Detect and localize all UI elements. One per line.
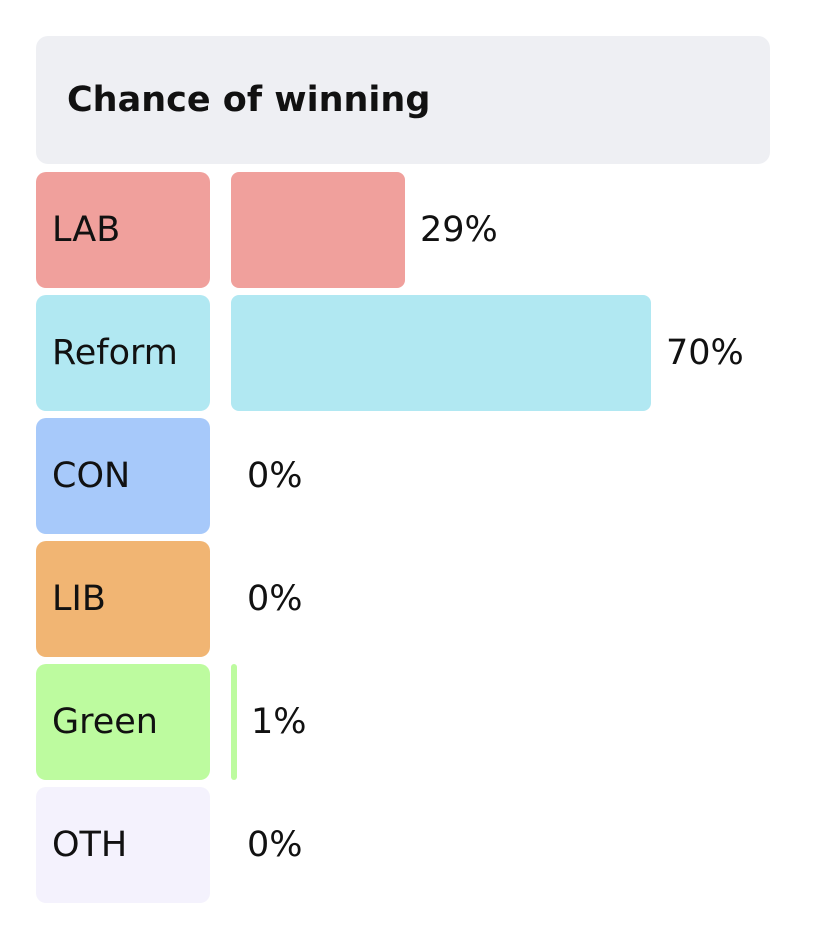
category-label-box: Green	[36, 664, 210, 780]
value-label: 0%	[247, 825, 303, 865]
category-label-box: CON	[36, 418, 210, 534]
bar-row: LIB 0%	[0, 541, 816, 657]
value-label: 0%	[247, 456, 303, 496]
bar	[231, 172, 405, 288]
bar	[231, 664, 237, 780]
category-label: CON	[52, 456, 131, 496]
bar-row: CON 0%	[0, 418, 816, 534]
category-label-box: Reform	[36, 295, 210, 411]
category-label: LAB	[52, 210, 121, 250]
bar	[231, 295, 651, 411]
bar-row: Reform 70%	[0, 295, 816, 411]
category-label: LIB	[52, 579, 106, 619]
value-label: 0%	[247, 579, 303, 619]
category-label: OTH	[52, 825, 128, 865]
category-label: Reform	[52, 333, 178, 373]
category-label: Green	[52, 702, 158, 742]
chart-title: Chance of winning	[67, 80, 431, 120]
value-label: 1%	[251, 702, 307, 742]
value-label: 70%	[666, 333, 744, 373]
bar-row: Green 1%	[0, 664, 816, 780]
category-label-box: LAB	[36, 172, 210, 288]
chart-header: Chance of winning	[36, 36, 770, 164]
bar-row: OTH 0%	[0, 787, 816, 903]
value-label: 29%	[420, 210, 498, 250]
category-label-box: LIB	[36, 541, 210, 657]
bar-row: LAB 29%	[0, 172, 816, 288]
category-label-box: OTH	[36, 787, 210, 903]
